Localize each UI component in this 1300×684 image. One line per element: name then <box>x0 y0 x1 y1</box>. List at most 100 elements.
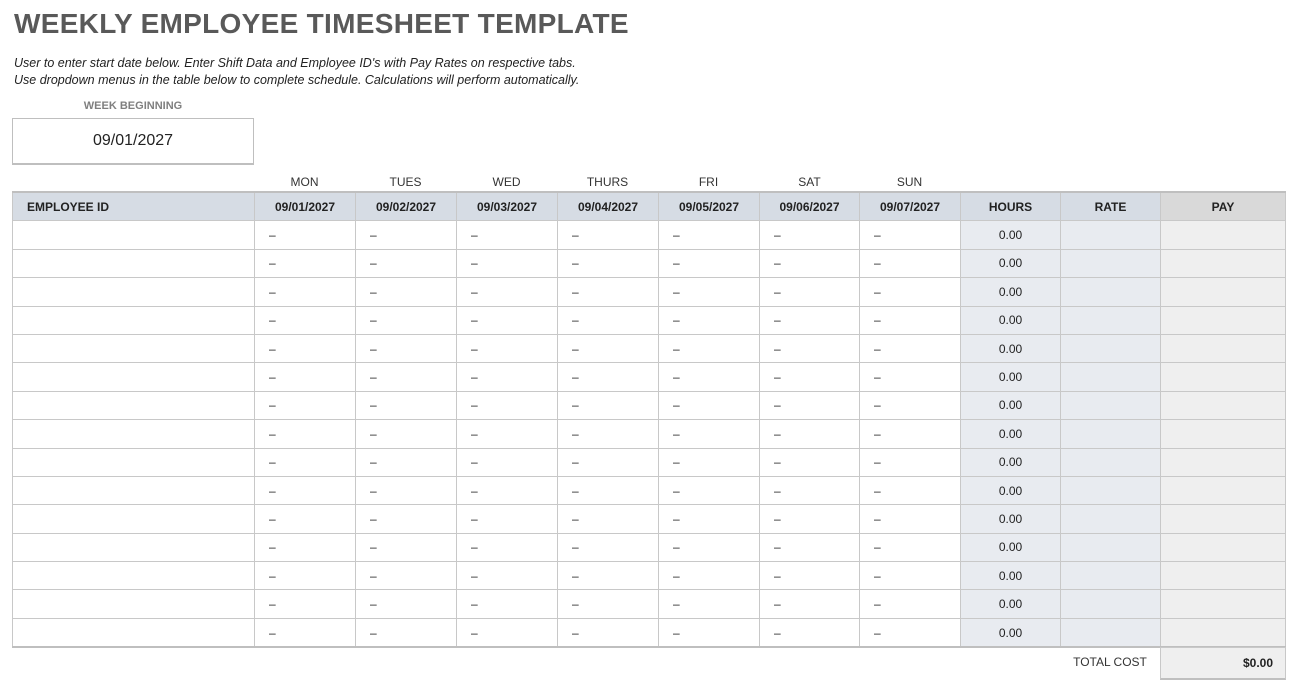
shift-dropdown-cell[interactable]: – <box>759 475 860 506</box>
shift-dropdown-cell[interactable]: – <box>557 362 659 392</box>
shift-dropdown-cell[interactable]: – <box>859 475 961 506</box>
shift-dropdown-cell[interactable]: – <box>456 447 558 477</box>
shift-dropdown-cell[interactable]: – <box>859 589 961 619</box>
shift-dropdown-cell[interactable]: – <box>859 248 961 279</box>
employee-id-cell[interactable] <box>12 333 255 364</box>
employee-id-cell[interactable] <box>12 447 255 477</box>
shift-dropdown-cell[interactable]: – <box>557 390 659 421</box>
shift-dropdown-cell[interactable]: – <box>456 220 558 250</box>
shift-dropdown-cell[interactable]: – <box>759 561 860 591</box>
shift-dropdown-cell[interactable]: – <box>557 504 659 534</box>
shift-dropdown-cell[interactable]: – <box>557 419 659 449</box>
shift-dropdown-cell[interactable]: – <box>254 248 356 279</box>
shift-dropdown-cell[interactable]: – <box>456 532 558 563</box>
employee-id-cell[interactable] <box>12 248 255 279</box>
shift-dropdown-cell[interactable]: – <box>355 532 457 563</box>
shift-dropdown-cell[interactable]: – <box>859 532 961 563</box>
employee-id-cell[interactable] <box>12 362 255 392</box>
shift-dropdown-cell[interactable]: – <box>759 589 860 619</box>
shift-dropdown-cell[interactable]: – <box>254 532 356 563</box>
employee-id-cell[interactable] <box>12 589 255 619</box>
shift-dropdown-cell[interactable]: – <box>557 589 659 619</box>
shift-dropdown-cell[interactable]: – <box>759 220 860 250</box>
shift-dropdown-cell[interactable]: – <box>355 390 457 421</box>
shift-dropdown-cell[interactable]: – <box>759 447 860 477</box>
shift-dropdown-cell[interactable]: – <box>456 504 558 534</box>
shift-dropdown-cell[interactable]: – <box>759 248 860 279</box>
shift-dropdown-cell[interactable]: – <box>759 532 860 563</box>
shift-dropdown-cell[interactable]: – <box>355 589 457 619</box>
shift-dropdown-cell[interactable]: – <box>759 362 860 392</box>
shift-dropdown-cell[interactable]: – <box>355 248 457 279</box>
shift-dropdown-cell[interactable]: – <box>759 277 860 307</box>
employee-id-cell[interactable] <box>12 532 255 563</box>
shift-dropdown-cell[interactable]: – <box>859 419 961 449</box>
shift-dropdown-cell[interactable]: – <box>658 561 760 591</box>
shift-dropdown-cell[interactable]: – <box>355 419 457 449</box>
shift-dropdown-cell[interactable]: – <box>658 504 760 534</box>
shift-dropdown-cell[interactable]: – <box>759 504 860 534</box>
shift-dropdown-cell[interactable]: – <box>658 447 760 477</box>
shift-dropdown-cell[interactable]: – <box>658 390 760 421</box>
shift-dropdown-cell[interactable]: – <box>254 561 356 591</box>
shift-dropdown-cell[interactable]: – <box>254 504 356 534</box>
employee-id-cell[interactable] <box>12 419 255 449</box>
shift-dropdown-cell[interactable]: – <box>859 390 961 421</box>
shift-dropdown-cell[interactable]: – <box>658 305 760 335</box>
shift-dropdown-cell[interactable]: – <box>557 561 659 591</box>
shift-dropdown-cell[interactable]: – <box>254 277 356 307</box>
shift-dropdown-cell[interactable]: – <box>759 617 860 649</box>
shift-dropdown-cell[interactable]: – <box>658 532 760 563</box>
shift-dropdown-cell[interactable]: – <box>658 419 760 449</box>
shift-dropdown-cell[interactable]: – <box>658 362 760 392</box>
shift-dropdown-cell[interactable]: – <box>557 475 659 506</box>
shift-dropdown-cell[interactable]: – <box>355 617 457 649</box>
shift-dropdown-cell[interactable]: – <box>557 248 659 279</box>
shift-dropdown-cell[interactable]: – <box>254 475 356 506</box>
shift-dropdown-cell[interactable]: – <box>759 333 860 364</box>
shift-dropdown-cell[interactable]: – <box>254 362 356 392</box>
shift-dropdown-cell[interactable]: – <box>759 390 860 421</box>
shift-dropdown-cell[interactable]: – <box>355 277 457 307</box>
shift-dropdown-cell[interactable]: – <box>658 277 760 307</box>
employee-id-cell[interactable] <box>12 475 255 506</box>
shift-dropdown-cell[interactable]: – <box>254 333 356 364</box>
employee-id-cell[interactable] <box>12 220 255 250</box>
shift-dropdown-cell[interactable]: – <box>456 277 558 307</box>
shift-dropdown-cell[interactable]: – <box>859 617 961 649</box>
shift-dropdown-cell[interactable]: – <box>355 561 457 591</box>
shift-dropdown-cell[interactable]: – <box>557 447 659 477</box>
shift-dropdown-cell[interactable]: – <box>658 617 760 649</box>
shift-dropdown-cell[interactable]: – <box>557 220 659 250</box>
shift-dropdown-cell[interactable]: – <box>254 305 356 335</box>
shift-dropdown-cell[interactable]: – <box>658 475 760 506</box>
shift-dropdown-cell[interactable]: – <box>859 277 961 307</box>
shift-dropdown-cell[interactable]: – <box>456 390 558 421</box>
shift-dropdown-cell[interactable]: – <box>759 419 860 449</box>
shift-dropdown-cell[interactable]: – <box>254 419 356 449</box>
shift-dropdown-cell[interactable]: – <box>355 504 457 534</box>
shift-dropdown-cell[interactable]: – <box>557 277 659 307</box>
shift-dropdown-cell[interactable]: – <box>557 333 659 364</box>
shift-dropdown-cell[interactable]: – <box>254 447 356 477</box>
employee-id-cell[interactable] <box>12 504 255 534</box>
shift-dropdown-cell[interactable]: – <box>355 305 457 335</box>
shift-dropdown-cell[interactable]: – <box>859 220 961 250</box>
shift-dropdown-cell[interactable]: – <box>859 561 961 591</box>
shift-dropdown-cell[interactable]: – <box>254 220 356 250</box>
shift-dropdown-cell[interactable]: – <box>859 447 961 477</box>
shift-dropdown-cell[interactable]: – <box>557 305 659 335</box>
shift-dropdown-cell[interactable]: – <box>658 333 760 364</box>
shift-dropdown-cell[interactable]: – <box>456 333 558 364</box>
shift-dropdown-cell[interactable]: – <box>557 532 659 563</box>
employee-id-cell[interactable] <box>12 561 255 591</box>
shift-dropdown-cell[interactable]: – <box>355 447 457 477</box>
shift-dropdown-cell[interactable]: – <box>859 362 961 392</box>
shift-dropdown-cell[interactable]: – <box>355 333 457 364</box>
shift-dropdown-cell[interactable]: – <box>355 475 457 506</box>
shift-dropdown-cell[interactable]: – <box>456 419 558 449</box>
shift-dropdown-cell[interactable]: – <box>254 589 356 619</box>
shift-dropdown-cell[interactable]: – <box>456 589 558 619</box>
shift-dropdown-cell[interactable]: – <box>658 220 760 250</box>
shift-dropdown-cell[interactable]: – <box>456 617 558 649</box>
